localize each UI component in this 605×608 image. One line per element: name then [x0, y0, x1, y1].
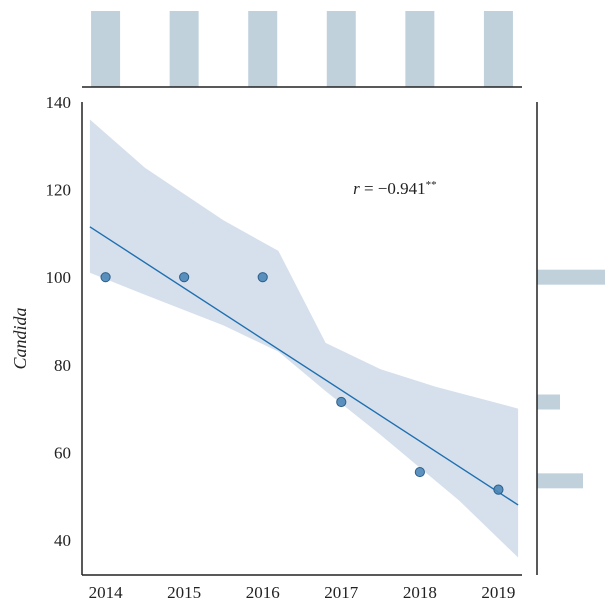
- correlation-annotation: r = −0.941**: [353, 179, 437, 198]
- marginal-x-bar: [405, 11, 435, 87]
- y-tick-label: 120: [46, 181, 72, 200]
- marginal-x-histogram: [91, 11, 513, 87]
- y-tick-labels: 40 60 80 100 120 140: [46, 93, 72, 550]
- y-tick-label: 60: [54, 443, 71, 462]
- y-tick-label: 140: [46, 93, 72, 112]
- data-point: [257, 272, 268, 283]
- marginal-x-bar: [326, 11, 356, 87]
- data-point: [100, 272, 111, 283]
- data-point: [179, 272, 190, 283]
- x-tick-label: 2015: [167, 583, 201, 602]
- data-points: [100, 272, 504, 495]
- y-axis-label: Candida: [10, 307, 30, 369]
- annotation-value: = −0.941: [360, 179, 426, 198]
- y-tick-label: 40: [54, 531, 71, 550]
- marginal-y-bar: [537, 269, 605, 285]
- x-tick-label: 2017: [324, 583, 359, 602]
- marginal-x-bar: [169, 11, 199, 87]
- marginal-y-histogram: [537, 269, 605, 489]
- marginal-x-bar: [248, 11, 278, 87]
- x-tick-label: 2014: [89, 583, 124, 602]
- x-tick-label: 2016: [246, 583, 280, 602]
- x-tick-label: 2018: [403, 583, 437, 602]
- annotation-significance: **: [426, 179, 437, 191]
- data-point: [414, 466, 425, 478]
- marginal-y-bar: [537, 473, 583, 489]
- x-tick-labels: 2014 2015 2016 2017 2018 2019: [89, 583, 516, 602]
- marginal-x-bar: [91, 11, 121, 87]
- confidence-band: [89, 119, 519, 558]
- y-tick-label: 80: [54, 356, 71, 375]
- regression-line: [89, 226, 519, 506]
- data-point: [493, 484, 504, 495]
- x-tick-label: 2019: [481, 583, 515, 602]
- marginal-y-bar: [537, 394, 560, 410]
- y-tick-label: 100: [46, 268, 72, 287]
- marginal-x-bar: [483, 11, 513, 87]
- annotation-r: r: [353, 179, 360, 198]
- data-point: [336, 396, 347, 408]
